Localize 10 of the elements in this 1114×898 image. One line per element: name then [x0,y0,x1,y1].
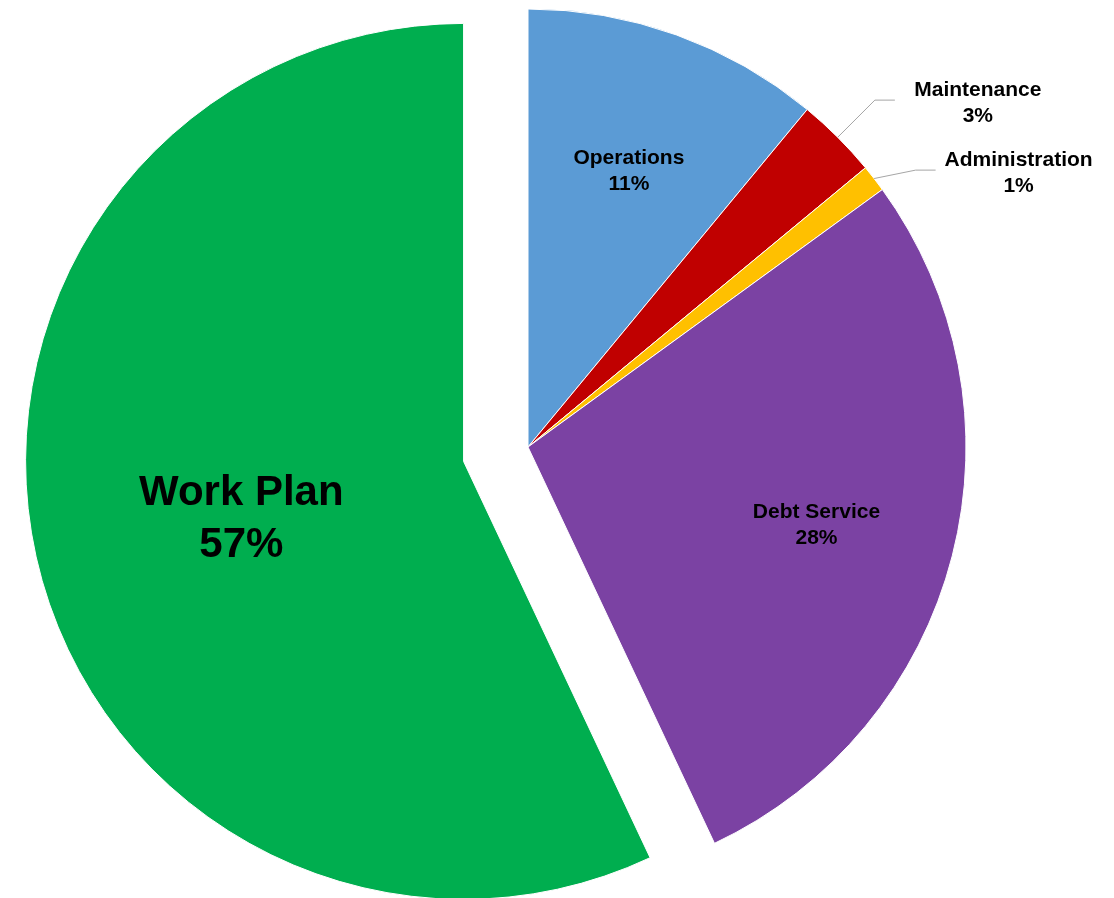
data-label: 3% [962,103,994,127]
data-label: 11% [608,170,650,194]
data-label: 57% [199,519,284,567]
slice-label: Work Plan [139,466,344,514]
data-label: 28% [795,525,838,549]
slice-label: Operations [573,144,685,168]
slice-label: Administration [944,147,1093,171]
data-label: 1% [1003,173,1035,197]
slice-label: Debt Service [752,498,881,522]
slice-label: Maintenance [914,77,1042,101]
